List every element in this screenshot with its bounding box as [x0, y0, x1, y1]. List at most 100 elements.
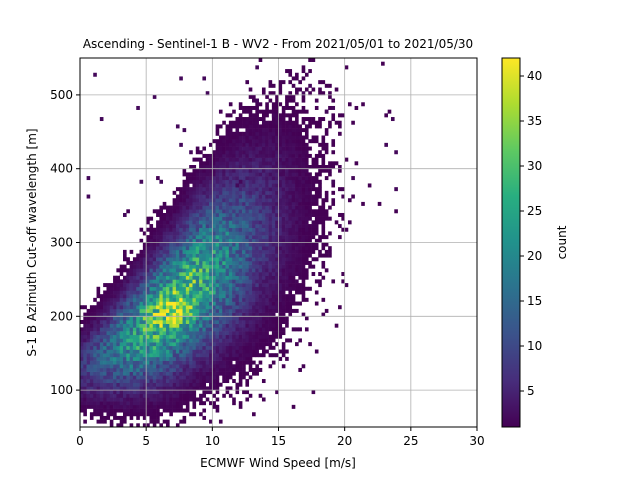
- heatmap-cell: [225, 379, 230, 384]
- heatmap-cell: [83, 412, 87, 417]
- heatmap-cell: [192, 253, 197, 258]
- heatmap-cell: [119, 367, 124, 372]
- heatmap-cell: [132, 375, 137, 380]
- heatmap-cell: [126, 364, 130, 369]
- heatmap-cell: [142, 283, 147, 288]
- heatmap-cell: [275, 235, 279, 240]
- x-tick-label: 30: [469, 434, 484, 448]
- colorbar-tick-label: 40: [527, 69, 542, 83]
- heatmap-cell: [238, 224, 243, 229]
- heatmap-cell: [222, 150, 226, 155]
- heatmap-cell: [103, 404, 107, 409]
- heatmap-cell: [109, 390, 114, 395]
- heatmap-cell: [265, 165, 269, 169]
- heatmap-cell: [252, 209, 256, 214]
- heatmap-cell: [298, 268, 302, 273]
- heatmap-cell: [218, 146, 223, 151]
- heatmap-cell: [261, 172, 266, 177]
- y-tick-label: 200: [50, 309, 73, 323]
- heatmap-cell: [136, 364, 140, 369]
- heatmap-cell: [328, 249, 332, 254]
- heatmap-cell: [195, 312, 200, 317]
- heatmap-cell: [304, 176, 309, 181]
- heatmap-cell: [288, 165, 293, 169]
- heatmap-cell: [261, 165, 266, 169]
- heatmap-cell: [126, 338, 130, 343]
- heatmap-cell: [258, 187, 263, 192]
- heatmap-cell: [209, 356, 213, 361]
- heatmap-cell: [252, 187, 256, 192]
- heatmap-cell: [248, 224, 253, 229]
- heatmap-cell: [275, 301, 279, 306]
- heatmap-cell: [175, 393, 180, 398]
- heatmap-cell: [288, 242, 293, 247]
- heatmap-cell: [275, 168, 279, 173]
- heatmap-cell: [119, 312, 124, 317]
- heatmap-cell: [268, 212, 273, 217]
- heatmap-cell: [275, 201, 279, 206]
- heatmap-cell: [281, 238, 286, 243]
- heatmap-cell: [185, 231, 190, 236]
- heatmap-cell: [278, 319, 283, 324]
- heatmap-cell: [347, 198, 352, 203]
- heatmap-cell: [318, 283, 322, 288]
- heatmap-cell: [235, 386, 240, 391]
- heatmap-cell: [248, 331, 253, 336]
- heatmap-cell: [308, 172, 312, 177]
- heatmap-cell: [202, 242, 207, 247]
- heatmap-cell: [103, 382, 107, 387]
- heatmap-cell: [321, 312, 326, 317]
- heatmap-cell: [288, 301, 293, 306]
- heatmap-cell: [275, 161, 279, 166]
- heatmap-cell: [195, 349, 200, 354]
- heatmap-cell: [232, 220, 236, 225]
- heatmap-cell: [281, 353, 286, 358]
- heatmap-cell: [275, 220, 279, 225]
- heatmap-cell: [209, 316, 213, 321]
- heatmap-cell: [185, 172, 190, 177]
- heatmap-cell: [146, 367, 150, 372]
- heatmap-cell: [242, 120, 246, 125]
- heatmap-cell: [156, 272, 160, 277]
- heatmap-cell: [235, 201, 240, 206]
- heatmap-cell: [295, 153, 299, 158]
- heatmap-cell: [209, 212, 213, 217]
- heatmap-cell: [235, 117, 240, 122]
- heatmap-cell: [291, 279, 296, 284]
- heatmap-cell: [149, 412, 154, 417]
- heatmap-cell: [119, 316, 124, 321]
- heatmap-cell: [119, 264, 124, 269]
- heatmap-cell: [245, 312, 250, 317]
- heatmap-cell: [152, 294, 157, 299]
- heatmap-cell: [192, 187, 197, 192]
- heatmap-cell: [252, 331, 256, 336]
- heatmap-cell: [308, 183, 312, 188]
- heatmap-cell: [159, 412, 164, 417]
- heatmap-cell: [142, 242, 147, 247]
- heatmap-cell: [199, 316, 203, 321]
- heatmap-cell: [295, 198, 299, 203]
- heatmap-cell: [83, 367, 87, 372]
- heatmap-cell: [238, 275, 243, 280]
- heatmap-cell: [209, 168, 213, 173]
- heatmap-cell: [169, 294, 173, 299]
- y-tick-label: 100: [50, 383, 73, 397]
- heatmap-cell: [314, 227, 319, 232]
- heatmap-cell: [238, 179, 243, 184]
- colorbar-tick-label: 15: [527, 294, 542, 308]
- heatmap-cell: [195, 238, 200, 243]
- heatmap-cell: [278, 331, 283, 336]
- heatmap-cell: [205, 349, 210, 354]
- heatmap-cell: [275, 283, 279, 288]
- heatmap-cell: [242, 205, 246, 210]
- heatmap-cell: [123, 331, 127, 336]
- heatmap-cell: [341, 212, 345, 217]
- heatmap-cell: [252, 98, 256, 103]
- heatmap-cell: [218, 216, 223, 221]
- heatmap-cell: [275, 272, 279, 277]
- heatmap-cell: [228, 246, 233, 251]
- heatmap-cell: [136, 412, 140, 417]
- heatmap-cell: [311, 58, 316, 62]
- heatmap-cell: [212, 165, 216, 169]
- heatmap-cell: [281, 80, 286, 85]
